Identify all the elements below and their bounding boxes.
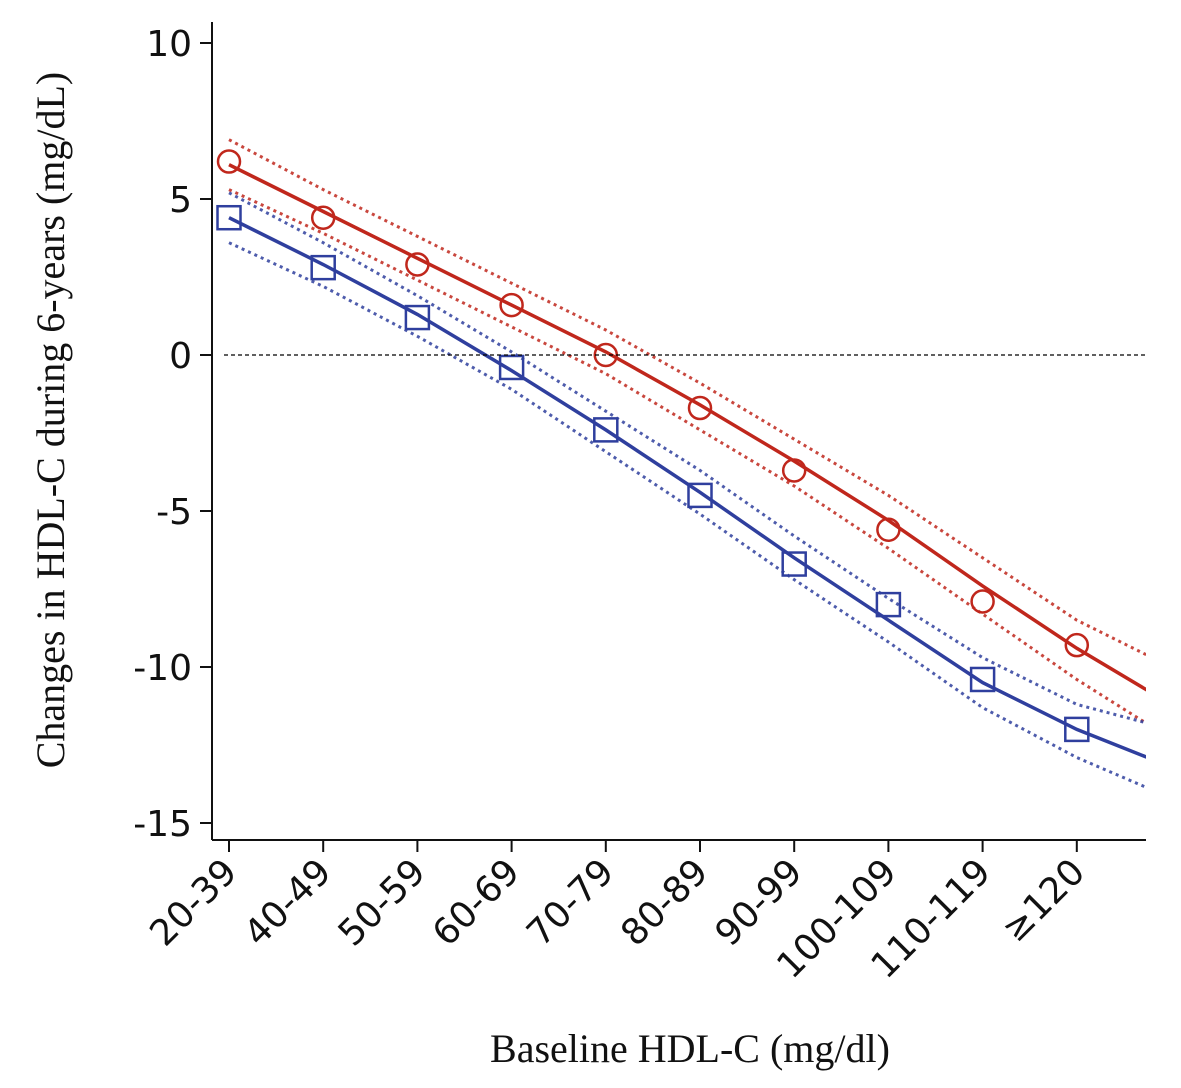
circle-series-point xyxy=(499,292,524,318)
circle-series-ci-lower xyxy=(228,188,1146,725)
circle-series-point xyxy=(405,252,430,277)
y-tick-label: -15 xyxy=(133,804,192,845)
square-series-ci-upper xyxy=(228,191,1146,725)
y-tick-label: 5 xyxy=(169,180,192,221)
square-series-point xyxy=(687,482,713,509)
square-series-point xyxy=(216,204,242,231)
confidence-bands xyxy=(228,138,1146,789)
square-series-point xyxy=(498,354,525,381)
square-series-point xyxy=(875,591,902,618)
circle-series-point xyxy=(310,205,336,230)
x-tick-label: 20-39 xyxy=(142,851,245,954)
square-series-point xyxy=(1064,716,1090,743)
x-tick-label: 80-89 xyxy=(613,851,716,954)
y-tick-label: -10 xyxy=(133,648,192,689)
y-tick-label: 10 xyxy=(146,24,192,65)
y-axis-title: Changes in HDL-C during 6-years (mg/dL) xyxy=(28,72,73,769)
square-series-point xyxy=(310,254,336,281)
y-tick-label: -5 xyxy=(156,492,192,533)
circle-series-ci-upper xyxy=(228,138,1146,657)
x-tick-label: 40-49 xyxy=(237,851,340,954)
square-series-ci-lower xyxy=(228,241,1146,789)
square-series-point xyxy=(969,666,996,693)
data-markers xyxy=(216,149,1090,743)
square-series-fit-line xyxy=(228,216,1146,759)
y-tick-label: 0 xyxy=(169,336,192,377)
square-series-point xyxy=(781,551,807,577)
axes: 10 5 0 -5 -10 -15 20-3940-4950-5960-6970-7980-… xyxy=(133,22,1146,987)
circle-series-fit-line xyxy=(228,163,1146,692)
circle-series-point xyxy=(876,517,901,542)
circle-series-point xyxy=(687,395,713,421)
x-tick-label: ≥120 xyxy=(994,851,1093,950)
x-tick-label: 70-79 xyxy=(519,851,622,954)
fit-lines xyxy=(228,163,1146,759)
circle-series-point xyxy=(216,149,242,174)
square-series-point xyxy=(593,417,619,443)
circle-series-point xyxy=(781,458,807,483)
circle-series-point xyxy=(1064,632,1090,658)
x-tick-label: 60-69 xyxy=(425,851,528,954)
x-tick-label: 50-59 xyxy=(331,851,434,954)
square-series-point xyxy=(404,304,431,331)
circle-series-point xyxy=(970,589,995,614)
x-axis-title: Baseline HDL-C (mg/dl) xyxy=(490,1026,890,1071)
